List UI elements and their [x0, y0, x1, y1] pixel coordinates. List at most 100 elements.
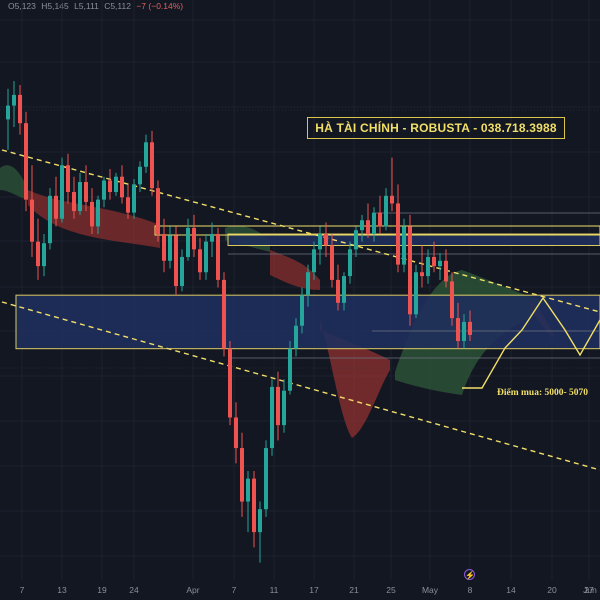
candle [252, 470, 256, 548]
x-tick-label: 8 [467, 585, 473, 595]
candle [66, 153, 70, 204]
candle [240, 432, 244, 517]
candle [324, 222, 328, 257]
candle [114, 172, 118, 196]
candle-body [348, 249, 352, 277]
candle-body [438, 260, 442, 267]
candle [450, 272, 454, 326]
candle-body [288, 348, 292, 391]
candle [60, 157, 64, 223]
candle [312, 241, 316, 280]
candle-body [30, 199, 34, 242]
candle-body [66, 165, 70, 192]
candle-body [216, 234, 220, 280]
candle [42, 234, 46, 277]
trend-channel [1, 149, 600, 471]
candle [162, 218, 166, 273]
candle-body [258, 509, 262, 533]
lightning-icon[interactable]: ⚡ [464, 569, 475, 580]
candle [36, 218, 40, 280]
candle [270, 379, 274, 456]
x-tick-label: 17 [309, 585, 319, 595]
candle-body [12, 94, 16, 106]
candle [420, 245, 424, 288]
candle [168, 226, 172, 269]
x-tick-label: 7 [231, 585, 237, 595]
candle [222, 272, 226, 357]
x-tick-label: 13 [57, 585, 67, 595]
candle [246, 470, 250, 533]
candle [258, 501, 262, 563]
projection-line [462, 296, 600, 389]
candle [336, 264, 340, 311]
candle-body [264, 448, 268, 510]
candle [408, 214, 412, 326]
candle [120, 165, 124, 204]
candle [204, 234, 208, 280]
candle-body [240, 448, 244, 502]
grid-lines [0, 0, 600, 580]
candle-body [234, 417, 238, 449]
x-tick-label: 19 [97, 585, 107, 595]
candle [390, 157, 394, 212]
ohlc-close: C5,112 [104, 1, 131, 11]
candle-body [222, 279, 226, 349]
candle-body [462, 321, 466, 342]
candle-body [60, 165, 64, 219]
candle [300, 287, 304, 334]
candle-body [432, 256, 436, 267]
candle [216, 227, 220, 288]
candle [402, 218, 406, 273]
candle [156, 180, 160, 242]
candle-body [192, 227, 196, 250]
x-axis: 7 13 19 24 Apr 7 11 17 21 25 May 8 14 20 27 Jun [0, 580, 600, 600]
candle [180, 249, 184, 292]
x-tick-label: 25 [386, 585, 396, 595]
candle-body [252, 478, 256, 533]
candle [330, 234, 334, 288]
candle-body [78, 182, 82, 212]
candle [414, 264, 418, 319]
candle-body [330, 245, 334, 280]
resistance-zone [227, 233, 600, 246]
candle-body [312, 249, 316, 273]
candle-body [300, 295, 304, 326]
candle-body [120, 176, 124, 198]
candle [84, 165, 88, 212]
x-tick-label: 7 [19, 585, 25, 595]
candle-body [408, 226, 412, 315]
candle [294, 318, 298, 357]
candle-body [72, 191, 76, 212]
candle-body [48, 195, 52, 244]
candle [108, 169, 112, 200]
candle-body [336, 279, 340, 303]
candle [90, 188, 94, 235]
x-tick-label: 14 [506, 585, 516, 595]
candles [6, 81, 472, 563]
ohlc-low: L5,111 [74, 1, 99, 11]
x-tick-label: Apr [186, 585, 200, 595]
candle-body [96, 199, 100, 227]
candle [54, 176, 58, 227]
candle-body [168, 235, 172, 261]
candle [426, 249, 430, 284]
candle-body [384, 195, 388, 227]
candle [438, 253, 442, 280]
x-tick-label: May [421, 585, 439, 595]
candle-body [114, 176, 118, 192]
candle [132, 178, 136, 219]
candle [126, 184, 130, 219]
candle-body [186, 227, 190, 257]
candle-body [138, 166, 142, 185]
candle [366, 203, 370, 238]
candle [306, 264, 310, 307]
candle-body [228, 348, 232, 418]
candle-body [198, 249, 202, 273]
candle [396, 184, 400, 273]
candle-body [180, 256, 184, 287]
candle [150, 130, 154, 196]
candle-body [450, 281, 454, 319]
candle-body [102, 180, 106, 200]
candle-body [426, 256, 430, 277]
